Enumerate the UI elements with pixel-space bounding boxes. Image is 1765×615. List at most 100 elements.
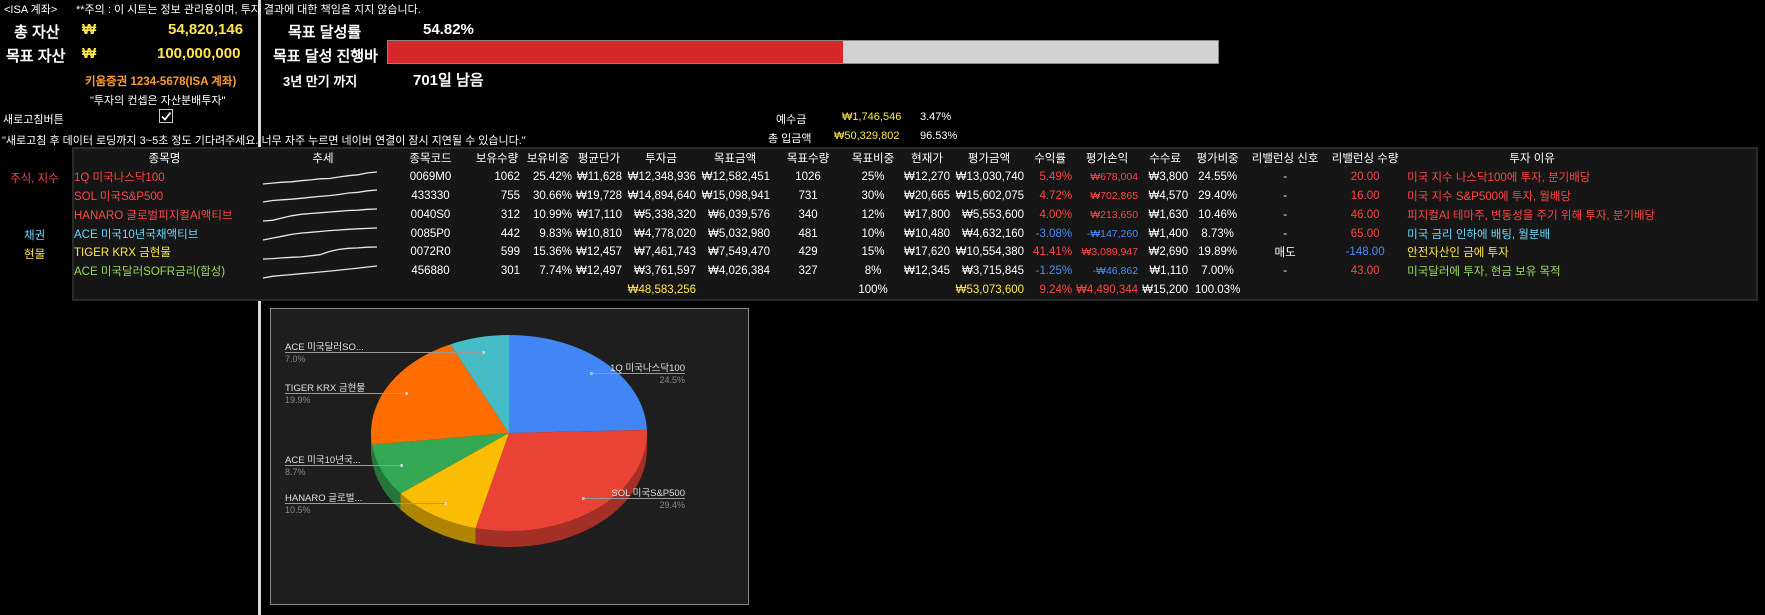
stock-name-cell[interactable]: ACE 미국달러SOFR금리(합성) <box>74 266 226 279</box>
fee-cell[interactable]: ₩1,400 <box>1148 227 1189 240</box>
target-weight-cell[interactable]: 8% <box>864 265 882 278</box>
column-header[interactable]: 목표수량 <box>786 153 830 166</box>
pie-slice[interactable] <box>371 344 509 445</box>
rebalance-qty-cell[interactable]: 20.00 <box>1350 171 1380 184</box>
target-amount-cell[interactable]: ₩4,026,384 <box>708 265 771 278</box>
return-rate-cell[interactable]: 5.49% <box>1039 171 1073 184</box>
target-weight-cell[interactable]: 12% <box>861 208 885 221</box>
invest-reason-cell[interactable]: 안전자산인 금에 투자 <box>1407 247 1509 260</box>
pie-slice[interactable] <box>475 429 647 531</box>
eval-amount-cell[interactable]: ₩13,030,740 <box>955 171 1025 184</box>
holding-weight-cell[interactable]: 7.74% <box>539 265 572 278</box>
trend-cell[interactable] <box>257 224 389 243</box>
holding-qty-cell[interactable]: 599 <box>500 246 520 259</box>
stock-code-cell[interactable]: 456880 <box>411 265 450 278</box>
holding-qty-cell[interactable]: 301 <box>500 265 520 278</box>
target-qty-cell[interactable]: 327 <box>798 265 818 278</box>
eval-pl-cell[interactable]: -₩46,862 <box>1092 265 1139 278</box>
fee-cell[interactable]: ₩4,570 <box>1148 189 1189 202</box>
eval-weight-cell[interactable]: 8.73% <box>1201 227 1234 240</box>
avg-price-cell[interactable]: ₩17,110 <box>576 208 623 221</box>
eval-amount-cell[interactable]: ₩3,715,845 <box>962 265 1025 278</box>
eval-pl-cell[interactable]: ₩702,865 <box>1090 189 1139 202</box>
rebalance-signal-cell[interactable]: - <box>1283 171 1288 184</box>
stock-name-cell[interactable]: ACE 미국10년국채액티브 <box>74 228 199 241</box>
rebalance-signal-cell[interactable]: - <box>1283 265 1288 278</box>
column-header[interactable]: 투자금 <box>645 153 677 166</box>
holding-qty-cell[interactable]: 755 <box>500 189 520 202</box>
target-amount-cell[interactable]: ₩5,032,980 <box>708 227 771 240</box>
eval-amount-cell[interactable]: ₩15,602,075 <box>955 189 1025 202</box>
column-header[interactable]: 평균단가 <box>577 153 621 166</box>
target-qty-cell[interactable]: 429 <box>798 246 818 259</box>
invest-amount-cell[interactable]: ₩4,778,020 <box>634 227 697 240</box>
current-price-cell[interactable]: ₩17,800 <box>904 208 951 221</box>
stock-code-cell[interactable]: 0040S0 <box>410 208 451 221</box>
rebalance-qty-cell[interactable]: 65.00 <box>1350 227 1380 240</box>
column-header[interactable]: 평가금액 <box>967 153 1011 166</box>
invest-amount-cell[interactable]: ₩3,761,597 <box>634 265 697 278</box>
rebalance-signal-cell[interactable]: 매도 <box>1274 247 1296 260</box>
return-rate-cell[interactable]: 4.72% <box>1039 189 1073 202</box>
target-qty-cell[interactable]: 340 <box>798 208 818 221</box>
invest-reason-cell[interactable]: 미국 지수 나스닥100에 투자, 분기배당 <box>1407 172 1591 185</box>
stock-code-cell[interactable]: 0085P0 <box>410 227 451 240</box>
fee-cell[interactable]: ₩1,630 <box>1148 208 1189 221</box>
holding-qty-cell[interactable]: 1062 <box>494 171 520 184</box>
column-header[interactable]: 목표금액 <box>713 153 757 166</box>
holding-weight-cell[interactable]: 15.36% <box>532 246 572 259</box>
trend-cell[interactable] <box>257 187 389 206</box>
target-amount-cell[interactable]: ₩7,549,470 <box>708 246 771 259</box>
rebalance-signal-cell[interactable]: - <box>1283 189 1288 202</box>
eval-weight-cell[interactable]: 24.55% <box>1198 171 1238 184</box>
avg-price-cell[interactable]: ₩10,810 <box>576 227 623 240</box>
stock-code-cell[interactable]: 0069M0 <box>409 171 452 184</box>
avg-price-cell[interactable]: ₩12,457 <box>576 246 623 259</box>
trend-cell[interactable] <box>257 205 389 224</box>
pie-slice[interactable] <box>371 433 509 494</box>
current-price-cell[interactable]: ₩12,270 <box>904 171 951 184</box>
current-price-cell[interactable]: ₩12,345 <box>904 265 951 278</box>
invest-reason-cell[interactable]: 미국 지수 S&P500에 투자, 월배당 <box>1407 190 1572 203</box>
holding-weight-cell[interactable]: 30.66% <box>532 189 572 202</box>
column-header[interactable]: 수익률 <box>1034 153 1066 166</box>
return-rate-cell[interactable]: 4.00% <box>1039 208 1073 221</box>
eval-pl-cell[interactable]: ₩678,004 <box>1090 171 1139 184</box>
column-header[interactable]: 투자 이유 <box>1509 153 1555 166</box>
allocation-pie-chart[interactable]: 1Q 미국나스닥100 24.5% SOL 미국S&P500 29.4% HANARO … <box>270 308 749 605</box>
eval-amount-cell[interactable]: ₩10,554,380 <box>955 246 1025 259</box>
column-header[interactable]: 보유수량 <box>475 153 519 166</box>
eval-weight-cell[interactable]: 7.00% <box>1201 265 1234 278</box>
rebalance-qty-cell[interactable]: 46.00 <box>1350 208 1380 221</box>
target-qty-cell[interactable]: 731 <box>798 189 818 202</box>
invest-reason-cell[interactable]: 미국 금리 인하에 배팅, 월분배 <box>1407 228 1551 241</box>
trend-cell[interactable] <box>257 262 389 281</box>
invest-amount-cell[interactable]: ₩5,338,320 <box>634 208 697 221</box>
eval-pl-cell[interactable]: -₩147,260 <box>1086 227 1139 240</box>
invest-reason-cell[interactable]: 미국달러에 투자, 현금 보유 목적 <box>1407 266 1561 279</box>
rebalance-signal-cell[interactable]: - <box>1283 208 1288 221</box>
stock-code-cell[interactable]: 433330 <box>411 189 450 202</box>
holding-qty-cell[interactable]: 442 <box>500 227 520 240</box>
eval-weight-cell[interactable]: 29.40% <box>1198 189 1238 202</box>
invest-amount-cell[interactable]: ₩14,894,640 <box>627 189 697 202</box>
holding-weight-cell[interactable]: 10.99% <box>532 208 572 221</box>
invest-amount-cell[interactable]: ₩12,348,936 <box>627 171 697 184</box>
avg-price-cell[interactable]: ₩19,728 <box>576 189 623 202</box>
column-header[interactable]: 추세 <box>312 153 334 166</box>
pie-slice[interactable] <box>509 335 647 433</box>
stock-name-cell[interactable]: HANARO 글로벌피지컬AI액티브 <box>74 209 233 222</box>
column-header[interactable]: 수수료 <box>1149 153 1181 166</box>
target-amount-cell[interactable]: ₩12,582,451 <box>701 171 771 184</box>
avg-price-cell[interactable]: ₩12,497 <box>576 265 623 278</box>
rebalance-qty-cell[interactable]: 16.00 <box>1350 189 1380 202</box>
pie-slice[interactable] <box>450 335 509 433</box>
column-header[interactable]: 리밸런싱 수량 <box>1331 153 1399 166</box>
holding-qty-cell[interactable]: 312 <box>500 208 520 221</box>
eval-pl-cell[interactable]: ₩213,650 <box>1090 208 1139 221</box>
stock-name-cell[interactable]: 1Q 미국나스닥100 <box>74 172 165 185</box>
fee-cell[interactable]: ₩3,800 <box>1148 171 1189 184</box>
trend-cell[interactable] <box>257 168 389 187</box>
target-amount-cell[interactable]: ₩6,039,576 <box>708 208 771 221</box>
eval-pl-cell[interactable]: ₩3,089,947 <box>1081 246 1139 259</box>
